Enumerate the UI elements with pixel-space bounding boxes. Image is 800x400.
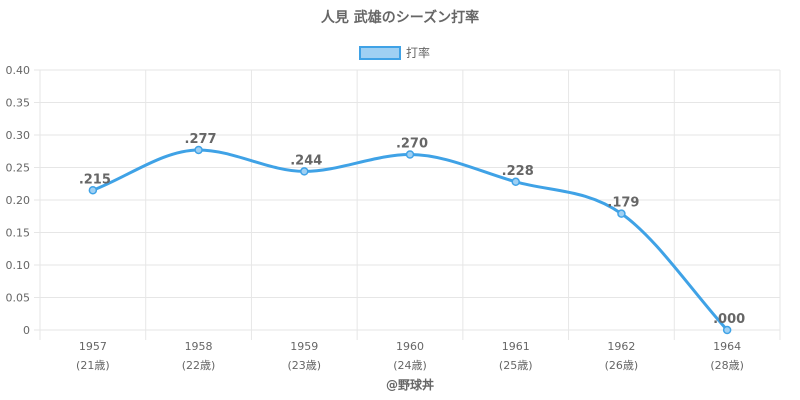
- data-point[interactable]: [88, 186, 98, 195]
- y-tick-label: 0.10: [6, 259, 31, 272]
- data-point[interactable]: [722, 325, 732, 335]
- y-tick-label: 0.25: [6, 162, 31, 175]
- x-tick-year: 1960: [396, 340, 424, 353]
- data-labels: .215 .277 .244 .270 .228 .179 .000: [79, 132, 745, 327]
- y-tick-label: 0.20: [6, 194, 31, 207]
- legend-label: 打率: [406, 45, 430, 60]
- series-batting-average: [88, 145, 732, 335]
- data-label: .179: [607, 196, 639, 211]
- data-label: .277: [185, 132, 217, 147]
- series-line: [92, 148, 729, 332]
- x-tick-age: (26歳): [605, 359, 639, 372]
- data-label: .270: [396, 137, 428, 152]
- data-point[interactable]: [405, 150, 415, 159]
- data-point[interactable]: [194, 145, 203, 155]
- x-tick-age: (23歳): [287, 359, 321, 372]
- y-tick-label: 0.15: [6, 227, 31, 240]
- y-tick-label: 0.05: [6, 292, 31, 305]
- x-tick-year: 1957: [79, 340, 107, 353]
- data-point[interactable]: [300, 167, 309, 176]
- data-point[interactable]: [617, 209, 626, 218]
- y-axis: 0 0.05 0.10 0.15 0.20 0.25 0.30 0.35 0.40: [6, 64, 31, 337]
- x-tick-age: (22歳): [182, 359, 216, 372]
- x-tick-age: (24歳): [393, 359, 427, 372]
- y-tick-label: 0.35: [6, 97, 31, 110]
- data-label: .244: [290, 153, 322, 168]
- data-label: .000: [713, 312, 745, 327]
- x-tick-year: 1959: [290, 340, 318, 353]
- data-point[interactable]: [511, 177, 520, 187]
- x-tick-age: (25歳): [499, 359, 533, 372]
- x-tick-year: 1958: [185, 340, 213, 353]
- chart-title: 人見 武雄のシーズン打率: [321, 9, 479, 26]
- footer-credit: @野球丼: [386, 377, 434, 392]
- legend-swatch: [359, 46, 401, 60]
- x-tick-year: 1962: [607, 340, 635, 353]
- x-axis: 1957 (21歳) 1958 (22歳) 1959 (23歳) 1960 (24歳) 1961…: [76, 340, 744, 372]
- grid: [34, 69, 781, 340]
- y-tick-label: 0.30: [6, 129, 31, 142]
- x-tick-year: 1964: [713, 340, 741, 353]
- data-label: .228: [502, 164, 534, 179]
- y-tick-label: 0.40: [6, 64, 31, 77]
- x-tick-age: (21歳): [76, 359, 110, 372]
- legend[interactable]: 打率: [359, 45, 430, 60]
- y-tick-label: 0: [23, 324, 30, 337]
- data-label: .215: [79, 172, 111, 187]
- x-tick-year: 1961: [502, 340, 530, 353]
- x-tick-age: (28歳): [710, 359, 744, 372]
